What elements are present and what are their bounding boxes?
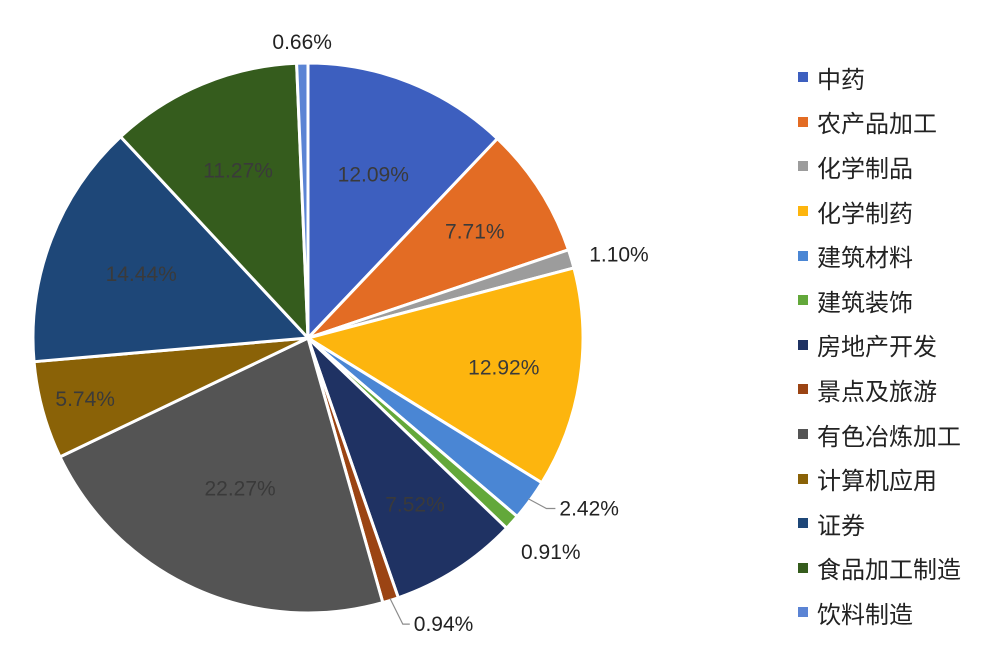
legend-label: 景点及旅游 (817, 377, 937, 406)
legend-item: 中药 (798, 55, 961, 100)
legend-item: 景点及旅游 (798, 367, 961, 412)
pie-slice-1 (306, 61, 499, 340)
data-label-2: 7.71% (445, 220, 505, 243)
legend-label: 证券 (817, 511, 865, 540)
data-label-8: 0.94% (414, 613, 474, 636)
data-label-6: 0.91% (521, 541, 581, 564)
legend-item: 房地产开发 (798, 323, 961, 368)
legend-item: 计算机应用 (798, 456, 961, 501)
legend-swatch (798, 295, 808, 306)
chart-legend: 中药农产品加工化学制品化学制药建筑材料建筑装饰房地产开发景点及旅游有色冶炼加工计… (798, 55, 961, 635)
legend-label: 建筑装饰 (817, 288, 913, 317)
pie-slice-11 (31, 135, 310, 364)
legend-item: 食品加工制造 (798, 546, 961, 591)
data-label-11: 14.44% (106, 263, 177, 286)
legend-label: 中药 (817, 65, 865, 94)
leader-line-8 (389, 598, 410, 625)
legend-swatch (798, 384, 808, 395)
data-label-7: 7.52% (385, 494, 445, 517)
legend-label: 有色冶炼加工 (817, 422, 961, 451)
legend-label: 化学制品 (817, 154, 913, 183)
data-label-10: 5.74% (55, 388, 115, 411)
pie-data-labels: 12.09% 7.71% 1.10% 12.92% 2.42% 0.91% 7.52% 0.9… (55, 31, 648, 636)
legend-swatch (798, 562, 808, 573)
pie-slice-7 (306, 336, 509, 600)
legend-item: 化学制药 (798, 189, 961, 234)
legend-label: 农产品加工 (817, 110, 937, 139)
legend-label: 饮料制造 (817, 600, 913, 629)
legend-swatch (798, 473, 808, 484)
data-label-13: 0.66% (272, 31, 332, 54)
legend-label: 化学制药 (817, 199, 913, 228)
pie-slice-9 (58, 336, 385, 615)
legend-item: 农产品加工 (798, 100, 961, 145)
leader-line-5 (528, 498, 556, 510)
legend-label: 房地产开发 (817, 333, 937, 362)
legend-swatch (798, 429, 808, 440)
legend-item: 化学制品 (798, 144, 961, 189)
legend-item: 有色冶炼加工 (798, 412, 961, 457)
legend-swatch (798, 339, 808, 350)
legend-item: 饮料制造 (798, 590, 961, 635)
legend-swatch (798, 607, 808, 618)
pie-slices (31, 61, 585, 615)
legend-swatch (798, 518, 808, 529)
legend-item: 建筑装饰 (798, 278, 961, 323)
legend-swatch (798, 116, 808, 127)
legend-item: 建筑材料 (798, 233, 961, 278)
legend-swatch (798, 161, 808, 172)
legend-swatch (798, 72, 808, 83)
data-label-3: 1.10% (589, 244, 649, 267)
legend-swatch (798, 250, 808, 261)
legend-swatch (798, 206, 808, 217)
data-label-4: 12.92% (468, 356, 539, 379)
data-label-1: 12.09% (338, 164, 409, 187)
legend-label: 食品加工制造 (817, 556, 961, 585)
pie-slice-12 (119, 61, 310, 340)
pie-slice-2 (306, 137, 570, 340)
legend-label: 计算机应用 (817, 467, 937, 496)
pie-slice-13 (295, 61, 310, 340)
data-label-5: 2.42% (559, 498, 619, 521)
pie-slice-4 (306, 266, 585, 485)
data-label-12: 11.27% (203, 160, 273, 183)
legend-item: 证券 (798, 501, 961, 546)
legend-label: 建筑材料 (817, 244, 913, 273)
data-label-9: 22.27% (204, 477, 275, 500)
